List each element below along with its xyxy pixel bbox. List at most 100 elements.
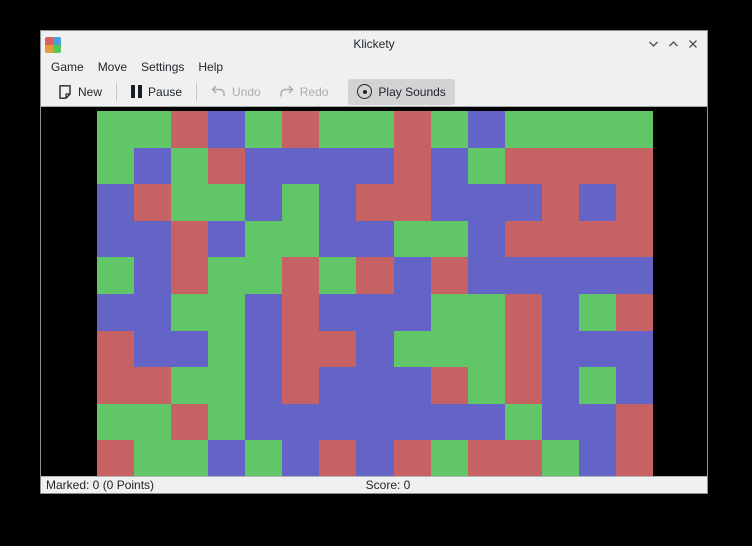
board-cell[interactable] [467, 330, 505, 368]
board-cell[interactable] [319, 184, 357, 221]
board-cell[interactable] [171, 440, 209, 476]
board-cell[interactable] [393, 293, 431, 331]
menu-help[interactable]: Help [198, 60, 224, 74]
board-cell[interactable] [319, 293, 357, 331]
board-cell[interactable] [134, 293, 172, 331]
board-cell[interactable] [97, 403, 135, 441]
board-cell[interactable] [134, 257, 172, 294]
board-cell[interactable] [282, 184, 320, 221]
board-cell[interactable] [319, 220, 357, 258]
board-cell[interactable] [134, 403, 172, 441]
board-cell[interactable] [504, 257, 542, 294]
board-cell[interactable] [282, 111, 320, 148]
board-cell[interactable] [615, 367, 653, 404]
board-cell[interactable] [430, 440, 468, 476]
board-cell[interactable] [578, 111, 616, 148]
board-cell[interactable] [504, 293, 542, 331]
board-cell[interactable] [467, 184, 505, 221]
board-cell[interactable] [208, 367, 246, 404]
board-cell[interactable] [615, 293, 653, 331]
board-cell[interactable] [615, 330, 653, 368]
board-cell[interactable] [578, 184, 616, 221]
board-cell[interactable] [208, 111, 246, 148]
board-cell[interactable] [615, 257, 653, 294]
board-cell[interactable] [134, 111, 172, 148]
board-cell[interactable] [504, 220, 542, 258]
board-cell[interactable] [208, 220, 246, 258]
board-cell[interactable] [97, 367, 135, 404]
board-cell[interactable] [393, 257, 431, 294]
board-cell[interactable] [282, 403, 320, 441]
board-cell[interactable] [393, 220, 431, 258]
board-cell[interactable] [430, 220, 468, 258]
board-cell[interactable] [134, 440, 172, 476]
board-cell[interactable] [319, 257, 357, 294]
board-cell[interactable] [467, 440, 505, 476]
board-cell[interactable] [615, 111, 653, 148]
board-cell[interactable] [282, 330, 320, 368]
board-cell[interactable] [208, 440, 246, 476]
board-cell[interactable] [615, 403, 653, 441]
board-cell[interactable] [430, 147, 468, 185]
board-cell[interactable] [578, 220, 616, 258]
redo-button[interactable]: Redo [270, 80, 338, 104]
board-cell[interactable] [504, 440, 542, 476]
board-cell[interactable] [541, 293, 579, 331]
board-cell[interactable] [356, 111, 394, 148]
board-cell[interactable] [245, 330, 283, 368]
board-cell[interactable] [134, 330, 172, 368]
board-cell[interactable] [97, 111, 135, 148]
undo-button[interactable]: Undo [202, 80, 270, 104]
board-cell[interactable] [430, 184, 468, 221]
board-cell[interactable] [578, 147, 616, 185]
board-cell[interactable] [541, 440, 579, 476]
board-cell[interactable] [356, 440, 394, 476]
board-cell[interactable] [467, 147, 505, 185]
board-cell[interactable] [208, 147, 246, 185]
board-cell[interactable] [319, 440, 357, 476]
board-cell[interactable] [356, 220, 394, 258]
board-cell[interactable] [578, 367, 616, 404]
board-cell[interactable] [171, 111, 209, 148]
board-cell[interactable] [467, 111, 505, 148]
board-cell[interactable] [356, 367, 394, 404]
board-cell[interactable] [541, 403, 579, 441]
board-cell[interactable] [97, 440, 135, 476]
board-cell[interactable] [319, 330, 357, 368]
board-cell[interactable] [393, 147, 431, 185]
board-cell[interactable] [356, 330, 394, 368]
board-cell[interactable] [504, 403, 542, 441]
board-cell[interactable] [282, 257, 320, 294]
board-cell[interactable] [393, 111, 431, 148]
board-cell[interactable] [245, 111, 283, 148]
board-cell[interactable] [97, 257, 135, 294]
menu-game[interactable]: Game [51, 60, 84, 74]
board-cell[interactable] [282, 220, 320, 258]
board-cell[interactable] [467, 293, 505, 331]
board-cell[interactable] [245, 147, 283, 185]
board-cell[interactable] [245, 440, 283, 476]
minimize-button[interactable] [647, 38, 659, 50]
board-cell[interactable] [171, 147, 209, 185]
board-cell[interactable] [97, 330, 135, 368]
board-cell[interactable] [356, 293, 394, 331]
board-cell[interactable] [541, 330, 579, 368]
board-cell[interactable] [134, 184, 172, 221]
board-cell[interactable] [541, 111, 579, 148]
board-cell[interactable] [393, 184, 431, 221]
board-cell[interactable] [97, 293, 135, 331]
board-cell[interactable] [245, 367, 283, 404]
board-cell[interactable] [578, 330, 616, 368]
board-cell[interactable] [541, 367, 579, 404]
board-cell[interactable] [171, 293, 209, 331]
menu-move[interactable]: Move [97, 60, 128, 74]
board-cell[interactable] [430, 403, 468, 441]
board-cell[interactable] [430, 293, 468, 331]
board-cell[interactable] [541, 220, 579, 258]
board-cell[interactable] [356, 403, 394, 441]
board-cell[interactable] [541, 257, 579, 294]
board-cell[interactable] [615, 184, 653, 221]
board-cell[interactable] [578, 293, 616, 331]
board-cell[interactable] [541, 147, 579, 185]
board-cell[interactable] [208, 330, 246, 368]
